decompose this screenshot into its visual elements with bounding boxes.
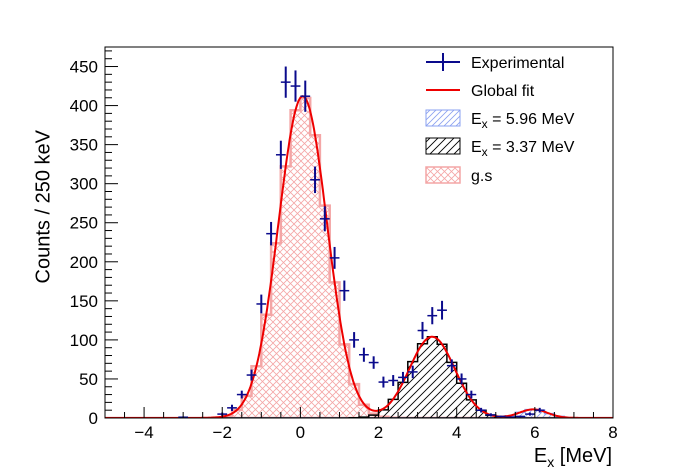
experimental-point — [359, 347, 369, 362]
x-tick-label: 8 — [608, 423, 617, 442]
x-tick-label: −4 — [134, 423, 153, 442]
experimental-point — [407, 365, 418, 379]
experimental-point — [329, 246, 340, 269]
x-tick-label: 0 — [296, 423, 305, 442]
experimental-point — [290, 70, 301, 102]
experimental-point — [339, 280, 350, 301]
y-tick-label: 450 — [70, 58, 98, 77]
experimental-point — [368, 356, 379, 369]
experimental-point — [280, 66, 291, 98]
legend-label-e337: Ex = 3.37 MeV — [471, 139, 575, 159]
experimental-point — [437, 300, 447, 320]
legend-entry-experimental: Experimental — [426, 53, 564, 72]
experimental-point — [495, 415, 506, 418]
x-tick-label: 4 — [452, 423, 461, 442]
global-fit-curve — [105, 95, 613, 418]
experimental-point — [246, 369, 257, 381]
y-tick-label: 250 — [70, 214, 98, 233]
y-tick-label: 0 — [89, 409, 98, 428]
experimental-point — [266, 221, 276, 246]
legend: Experimental Global fit Ex = 5.96 MeV Ex… — [425, 53, 575, 185]
axes: −4 −2 0 2 4 6 8 0 50 100 150 200 250 300 350 400 450 — [70, 50, 618, 442]
experimental-point — [534, 407, 545, 413]
x-axis-title-sub: x — [547, 454, 554, 470]
experimental-point — [446, 359, 457, 372]
x-tick-label: 6 — [530, 423, 539, 442]
experimental-point — [310, 166, 320, 194]
experimental-point — [256, 294, 267, 314]
experimental-point — [466, 390, 477, 399]
experimental-point — [476, 407, 486, 413]
x-axis-title-main: E — [534, 445, 547, 467]
legend-label-experimental: Experimental — [471, 55, 564, 72]
y-tick-label: 400 — [70, 97, 98, 116]
y-tick-label: 300 — [70, 175, 98, 194]
y-tick-label: 150 — [70, 292, 98, 311]
experimental-point — [300, 80, 311, 112]
experimental-point — [275, 140, 286, 169]
experimental-point — [319, 206, 330, 232]
plot-frame — [104, 46, 614, 419]
experimental-point — [236, 390, 247, 399]
experimental-point — [378, 376, 389, 388]
y-tick-label: 50 — [79, 370, 98, 389]
experimental-point — [525, 412, 535, 416]
legend-label-gs: g.s — [471, 168, 492, 185]
experimental-point — [349, 332, 359, 348]
legend-entry-fit: Global fit — [426, 83, 535, 100]
experimental-point — [417, 321, 428, 340]
x-axis-title-unit: [MeV] — [554, 445, 612, 467]
y-tick-label: 350 — [70, 136, 98, 155]
legend-entry-e596: Ex = 5.96 MeV — [425, 109, 575, 131]
experimental-point — [398, 371, 408, 383]
experimental-point — [456, 373, 467, 385]
experimental-point — [486, 413, 496, 417]
legend-entry-gs: g.s — [425, 166, 492, 185]
legend-label-e596: Ex = 5.96 MeV — [471, 111, 575, 131]
experimental-point — [227, 404, 237, 411]
y-tick-label: 200 — [70, 253, 98, 272]
legend-label-fit: Global fit — [471, 83, 535, 100]
x-tick-label: 2 — [374, 423, 383, 442]
experimental-point — [427, 307, 438, 325]
y-axis-title: Counts / 250 keV — [32, 129, 54, 283]
x-axis-title: Ex [MeV] — [534, 445, 612, 470]
y-tick-label: 100 — [70, 331, 98, 350]
legend-entry-e337: Ex = 3.37 MeV — [425, 137, 575, 159]
experimental-point — [515, 415, 526, 418]
x-tick-label: −2 — [213, 423, 232, 442]
experimental-point — [388, 375, 399, 386]
